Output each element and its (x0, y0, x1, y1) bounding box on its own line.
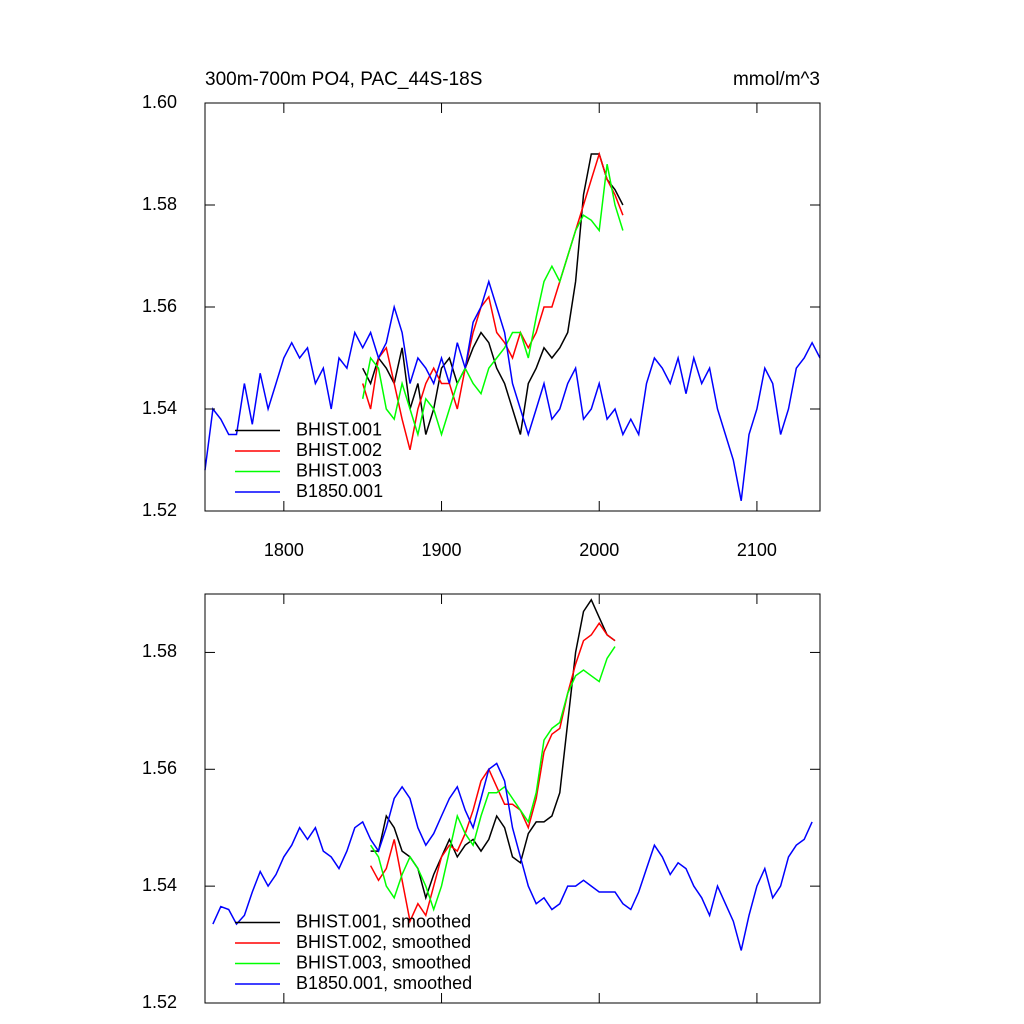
y-tick-label: 1.52 (142, 500, 177, 520)
y-tick-label: 1.56 (142, 296, 177, 316)
legend-label: BHIST.002 (296, 440, 382, 460)
y-tick-label: 1.60 (142, 92, 177, 112)
y-tick-label: 1.54 (142, 398, 177, 418)
series-line (369, 646, 616, 912)
series-line (204, 278, 821, 501)
legend-label: BHIST.001, smoothed (296, 911, 471, 931)
series-line (362, 153, 624, 435)
y-tick-label: 1.54 (142, 875, 177, 895)
plot-frame (204, 593, 821, 1004)
y-tick-label: 1.52 (142, 992, 177, 1012)
x-tick-label: 2100 (737, 540, 777, 560)
x-tick-label: 1800 (264, 540, 304, 560)
units-label: mmol/m^3 (733, 69, 820, 90)
legend-label: BHIST.001 (296, 419, 382, 439)
chart-title: 300m-700m PO4, PAC_44S-18S (205, 69, 482, 90)
legend-label: BHIST.003 (296, 460, 382, 480)
y-tick-label: 1.56 (142, 758, 177, 778)
series-line (212, 762, 813, 951)
legend-label: B1850.001, smoothed (296, 973, 472, 993)
y-tick-label: 1.58 (142, 641, 177, 661)
series-line (361, 151, 624, 450)
series-line (369, 621, 616, 924)
y-tick-label: 1.58 (142, 194, 177, 214)
legend-label: BHIST.003, smoothed (296, 952, 471, 972)
series-line (370, 598, 616, 901)
series-line (361, 164, 624, 438)
x-tick-label: 2000 (579, 540, 619, 560)
legend-label: BHIST.002, smoothed (296, 932, 471, 952)
x-tick-label: 1900 (422, 540, 462, 560)
legend-label: B1850.001 (296, 481, 383, 501)
